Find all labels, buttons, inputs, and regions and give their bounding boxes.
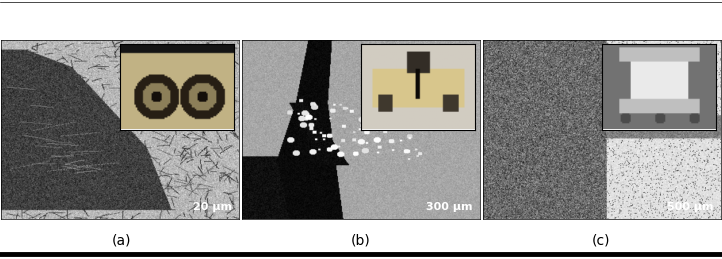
Text: (a): (a) <box>111 234 131 248</box>
Text: 20 μm: 20 μm <box>193 202 232 212</box>
Text: (b): (b) <box>351 234 371 248</box>
Text: 300 μm: 300 μm <box>426 202 473 212</box>
Text: 500 μm: 500 μm <box>667 202 713 212</box>
Text: (c): (c) <box>592 234 611 248</box>
